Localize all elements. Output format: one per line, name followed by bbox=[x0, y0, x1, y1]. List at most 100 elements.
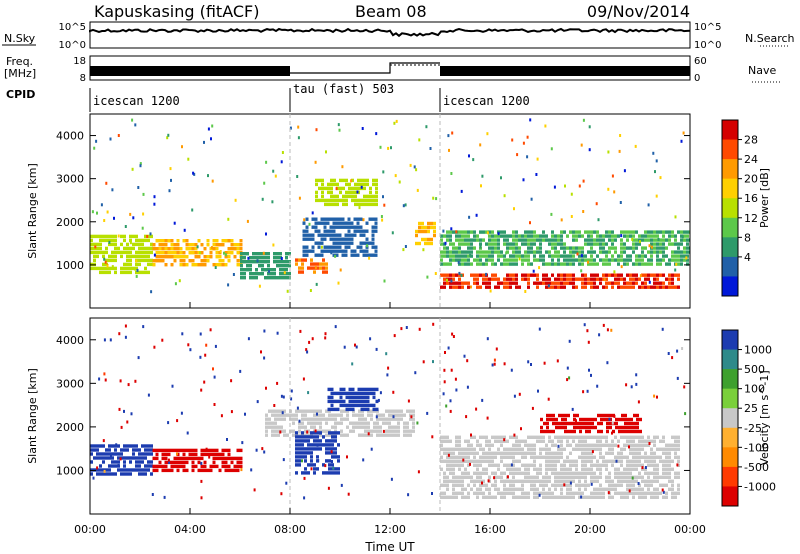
scatter-echo bbox=[575, 419, 577, 423]
range-gate-cell bbox=[325, 429, 328, 433]
range-gate-cell bbox=[530, 250, 533, 254]
range-gate-cell bbox=[313, 270, 316, 274]
range-gate-cell bbox=[558, 413, 561, 418]
range-gate-cell bbox=[476, 258, 479, 262]
range-gate-cell bbox=[394, 425, 397, 429]
scatter-echo bbox=[479, 143, 482, 147]
range-gate-cell bbox=[561, 413, 564, 418]
range-gate-cell bbox=[662, 285, 665, 289]
range-gate-cell bbox=[614, 443, 617, 447]
range-gate-cell bbox=[301, 431, 304, 435]
range-gate-cell bbox=[536, 491, 539, 495]
scatter-echo bbox=[192, 171, 195, 175]
range-gate-cell bbox=[102, 452, 105, 456]
scatter-echo bbox=[377, 398, 380, 402]
range-gate-cell bbox=[564, 421, 567, 426]
range-gate-cell bbox=[126, 468, 129, 472]
range-gate-cell bbox=[354, 391, 358, 396]
range-gate-cell bbox=[623, 258, 626, 262]
scatter-echo bbox=[324, 336, 327, 340]
range-gate-cell bbox=[317, 221, 321, 225]
range-gate-cell bbox=[671, 487, 674, 491]
range-gate-cell bbox=[292, 413, 295, 417]
scatter-echo bbox=[595, 202, 598, 206]
range-gate-cell bbox=[659, 262, 662, 266]
range-gate-cell bbox=[573, 429, 576, 434]
range-gate-cell bbox=[569, 246, 572, 250]
range-gate-cell bbox=[584, 285, 587, 289]
range-gate-cell bbox=[530, 262, 533, 266]
range-gate-cell bbox=[332, 249, 336, 253]
range-gate-cell bbox=[452, 254, 455, 258]
x-tick-label: 16:00 bbox=[474, 523, 506, 536]
range-gate-cell bbox=[636, 429, 639, 434]
range-gate-cell bbox=[497, 230, 500, 234]
range-gate-cell bbox=[485, 281, 488, 285]
range-gate-cell bbox=[144, 258, 147, 263]
range-gate-cell bbox=[611, 254, 614, 258]
range-gate-cell bbox=[440, 285, 443, 289]
range-gate-cell bbox=[371, 233, 375, 237]
scatter-echo bbox=[205, 343, 208, 347]
range-gate-cell bbox=[518, 471, 521, 475]
range-gate-cell bbox=[467, 483, 470, 487]
scatter-echo bbox=[191, 208, 194, 212]
range-gate-cell bbox=[322, 270, 325, 274]
scatter-echo bbox=[450, 368, 453, 372]
range-gate-cell bbox=[593, 273, 596, 277]
range-gate-cell bbox=[371, 217, 375, 221]
range-gate-cell bbox=[372, 403, 376, 408]
range-gate-cell bbox=[321, 190, 324, 195]
range-gate-cell bbox=[120, 452, 123, 456]
range-gate-cell bbox=[605, 285, 608, 289]
range-gate-cell bbox=[614, 234, 617, 238]
range-gate-cell bbox=[261, 264, 264, 268]
range-gate-cell bbox=[108, 452, 111, 456]
range-gate-cell bbox=[170, 247, 174, 251]
range-gate-cell bbox=[584, 254, 587, 258]
range-gate-cell bbox=[323, 233, 327, 237]
range-gate-cell bbox=[224, 255, 228, 259]
range-gate-cell bbox=[102, 270, 105, 275]
range-gate-cell bbox=[161, 255, 165, 259]
range-gate-cell bbox=[656, 234, 659, 238]
range-gate-cell bbox=[662, 451, 665, 455]
range-gate-cell bbox=[449, 262, 452, 266]
scatter-echo bbox=[683, 385, 686, 389]
scatter-echo bbox=[209, 328, 212, 332]
scatter-echo bbox=[210, 246, 213, 250]
range-gate-cell bbox=[638, 447, 641, 451]
range-gate-cell bbox=[584, 447, 587, 451]
range-gate-cell bbox=[659, 285, 662, 289]
range-gate-cell bbox=[330, 202, 333, 207]
range-gate-cell bbox=[563, 258, 566, 262]
range-gate-cell bbox=[182, 251, 186, 255]
freq-band-icescan-2 bbox=[440, 66, 690, 76]
range-gate-cell bbox=[578, 246, 581, 250]
range-gate-cell bbox=[446, 447, 449, 451]
range-gate-cell bbox=[301, 258, 304, 262]
range-gate-cell bbox=[221, 464, 225, 469]
range-gate-cell bbox=[375, 198, 378, 203]
range-gate-cell bbox=[635, 479, 638, 483]
range-gate-cell bbox=[188, 243, 192, 247]
range-gate-cell bbox=[533, 475, 536, 479]
range-gate-cell bbox=[282, 264, 285, 268]
range-gate-cell bbox=[656, 487, 659, 491]
range-gate-cell bbox=[624, 425, 627, 430]
range-gate-cell bbox=[515, 234, 518, 238]
range-gate-cell bbox=[530, 443, 533, 447]
range-gate-cell bbox=[470, 479, 473, 483]
range-gate-cell bbox=[150, 262, 153, 267]
range-gate-cell bbox=[545, 475, 548, 479]
range-gate-cell bbox=[467, 455, 470, 459]
range-gate-cell bbox=[209, 468, 213, 473]
range-gate-cell bbox=[246, 268, 249, 272]
range-gate-cell bbox=[276, 256, 279, 260]
range-gate-cell bbox=[629, 277, 632, 281]
range-gate-cell bbox=[579, 421, 582, 426]
scatter-echo bbox=[402, 248, 405, 252]
range-gate-cell bbox=[449, 451, 452, 455]
range-gate-cell bbox=[605, 463, 608, 467]
range-gate-cell bbox=[96, 444, 99, 448]
